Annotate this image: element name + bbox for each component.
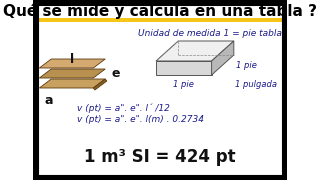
Text: v (pt) = a". e". l(m) . 0.2734: v (pt) = a". e". l(m) . 0.2734	[77, 115, 204, 124]
Text: 1 m³ SI = 424 pt: 1 m³ SI = 424 pt	[84, 148, 236, 166]
Polygon shape	[39, 79, 105, 88]
Polygon shape	[156, 41, 234, 61]
Text: e: e	[112, 67, 120, 80]
Text: l: l	[70, 53, 74, 66]
Text: 1 pie: 1 pie	[173, 80, 194, 89]
Text: 1 pulgada: 1 pulgada	[236, 80, 277, 89]
Text: Qué se mide y calcula en una tabla ?: Qué se mide y calcula en una tabla ?	[3, 3, 317, 19]
Text: v (pt) = a". e". l´ /12: v (pt) = a". e". l´ /12	[77, 103, 170, 112]
Polygon shape	[39, 59, 105, 68]
Text: 1 pie: 1 pie	[236, 60, 257, 69]
Text: Unidad de medida 1 = pie tablar: Unidad de medida 1 = pie tablar	[138, 29, 285, 38]
Polygon shape	[39, 69, 105, 78]
Polygon shape	[93, 79, 107, 90]
Text: a: a	[44, 94, 53, 107]
Polygon shape	[212, 41, 234, 75]
Polygon shape	[156, 61, 212, 75]
Bar	[36, 18, 284, 22]
